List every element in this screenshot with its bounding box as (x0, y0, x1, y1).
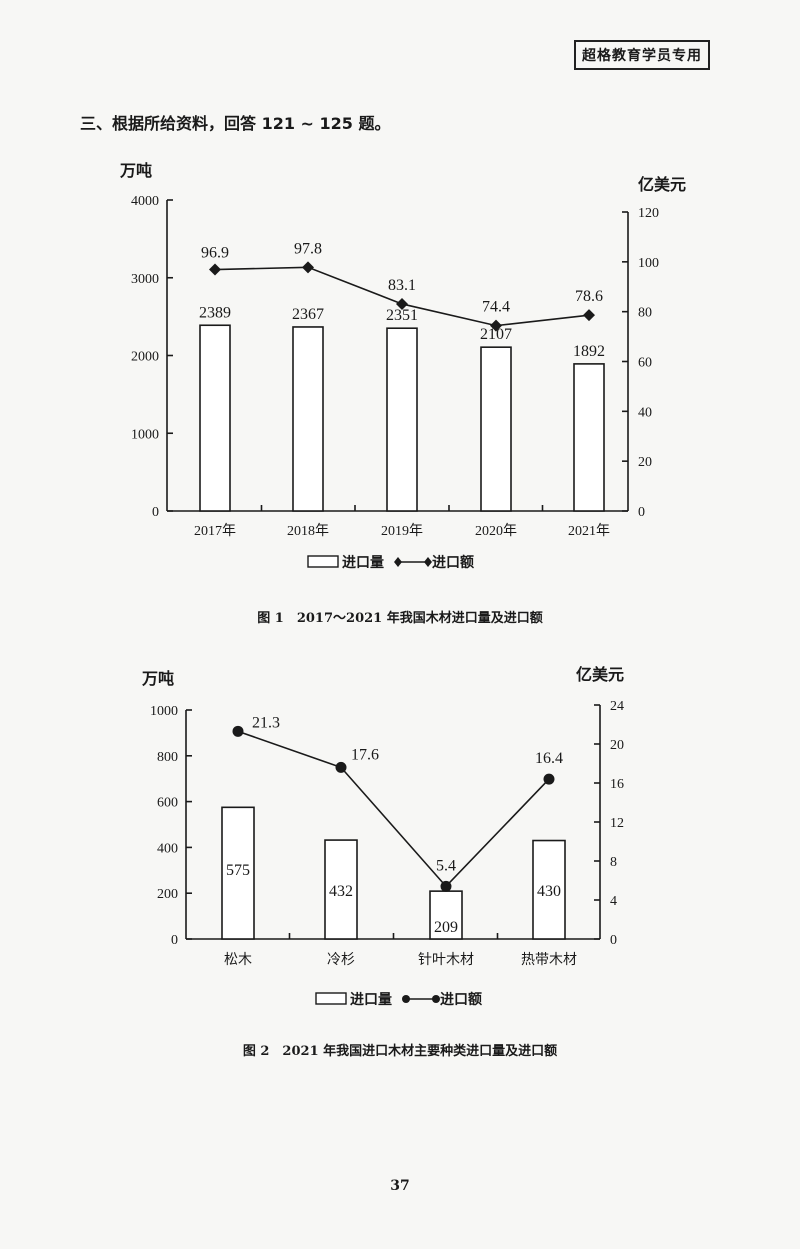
left-tick-label: 0 (171, 933, 178, 948)
left-tick-label: 1000 (150, 704, 178, 719)
left-tick-label: 600 (157, 796, 178, 811)
left-tick-label: 200 (157, 887, 178, 902)
line-value-label: 16.4 (535, 750, 563, 767)
circle-marker (335, 761, 347, 773)
legend-bar-swatch (315, 992, 347, 1005)
bar-value-label: 2367 (292, 306, 324, 323)
bar (480, 346, 512, 512)
circle-marker (232, 725, 244, 737)
watermark-badge: 超格教育学员专用 (574, 40, 710, 70)
bar (199, 324, 231, 512)
line-value-label: 17.6 (351, 746, 379, 763)
legend-label-volume: 进口量 (342, 555, 384, 571)
bar (573, 363, 605, 512)
left-tick-label: 2000 (131, 350, 159, 365)
bar-value-label: 430 (537, 883, 561, 900)
diamond-marker (583, 309, 595, 322)
category-label: 2020年 (475, 523, 517, 539)
value-line (237, 730, 550, 888)
line-value-label: 5.4 (436, 857, 456, 874)
left-tick-label: 4000 (131, 194, 159, 209)
page-number: 37 (390, 1178, 410, 1194)
line-value-label: 96.9 (201, 245, 229, 262)
left-tick-label: 400 (157, 841, 178, 856)
bar (386, 327, 418, 512)
right-tick-label: 60 (638, 356, 652, 371)
left-tick-label: 1000 (131, 427, 159, 442)
right-tick-label: 120 (638, 206, 659, 221)
bar (429, 890, 463, 940)
left-axis-unit: 万吨 (119, 161, 152, 180)
right-tick-label: 40 (638, 405, 652, 420)
bar-value-label: 432 (329, 883, 353, 900)
bar (532, 839, 566, 940)
category-label: 针叶木材 (418, 952, 474, 968)
right-tick-label: 20 (638, 455, 652, 470)
bar-value-label: 575 (226, 862, 250, 879)
right-tick-label: 80 (638, 306, 652, 321)
category-label: 2021年 (568, 523, 610, 539)
chart-1-caption: 图 1 2017～2021 年我国木材进口量及进口额 (257, 611, 543, 626)
line-value-label: 21.3 (252, 714, 280, 731)
bar-value-label: 2107 (480, 326, 512, 343)
category-label: 2017年 (194, 523, 236, 539)
category-label: 松木 (224, 952, 252, 968)
line-value-label: 97.8 (294, 240, 322, 257)
diamond-marker (302, 261, 314, 274)
left-tick-label: 0 (152, 505, 159, 520)
right-tick-label: 4 (610, 894, 617, 909)
category-label: 2018年 (287, 523, 329, 539)
left-tick-label: 3000 (131, 272, 159, 287)
line-value-label: 83.1 (388, 277, 416, 294)
right-tick-label: 0 (610, 933, 617, 948)
bar (324, 839, 358, 940)
left-axis-unit: 万吨 (141, 669, 174, 688)
legend-label-value: 进口额 (440, 991, 482, 1008)
legend-bar-swatch (307, 555, 339, 568)
right-tick-label: 12 (610, 816, 624, 831)
category-label: 冷杉 (327, 952, 355, 968)
line-value-label: 74.4 (482, 299, 510, 316)
bar-value-label: 2351 (386, 307, 418, 324)
bar-value-label: 209 (434, 919, 458, 936)
bar (221, 806, 255, 940)
left-tick-label: 800 (157, 750, 178, 765)
right-axis-unit: 亿美元 (638, 175, 686, 194)
chart-1-import-volume-value: 0 1000 2000 3000 4000 万吨 0 20 40 60 80 100 120 亿美元 238… (119, 161, 686, 571)
question-heading: 三、根据所给资料，回答 121 ~ 125 题。 (80, 114, 391, 133)
right-tick-label: 100 (638, 256, 659, 271)
right-tick-label: 16 (610, 777, 624, 792)
chart-2-wood-types: 0 200 400 600 800 1000 万吨 0 4 8 12 16 20 24 亿美元 575 432 2… (141, 665, 624, 1008)
bar (292, 326, 324, 512)
category-label: 热带木材 (521, 952, 577, 968)
diamond-marker (209, 263, 221, 276)
chart-2-caption: 图 2 2021 年我国进口木材主要种类进口量及进口额 (242, 1044, 558, 1059)
right-tick-label: 20 (610, 738, 624, 753)
right-tick-label: 8 (610, 855, 617, 870)
line-value-label: 78.6 (575, 288, 603, 305)
right-axis-unit: 亿美元 (576, 665, 624, 684)
category-label: 2019年 (381, 523, 423, 539)
bar-value-label: 1892 (573, 343, 605, 360)
right-tick-label: 0 (638, 505, 645, 520)
bar-value-label: 2389 (199, 304, 231, 321)
right-tick-label: 24 (610, 699, 624, 714)
circle-marker (543, 773, 555, 785)
legend-label-volume: 进口量 (350, 992, 392, 1008)
diamond-marker (490, 319, 502, 332)
diamond-marker (396, 297, 408, 310)
legend-label-value: 进口额 (432, 554, 474, 571)
circle-marker (440, 880, 452, 892)
